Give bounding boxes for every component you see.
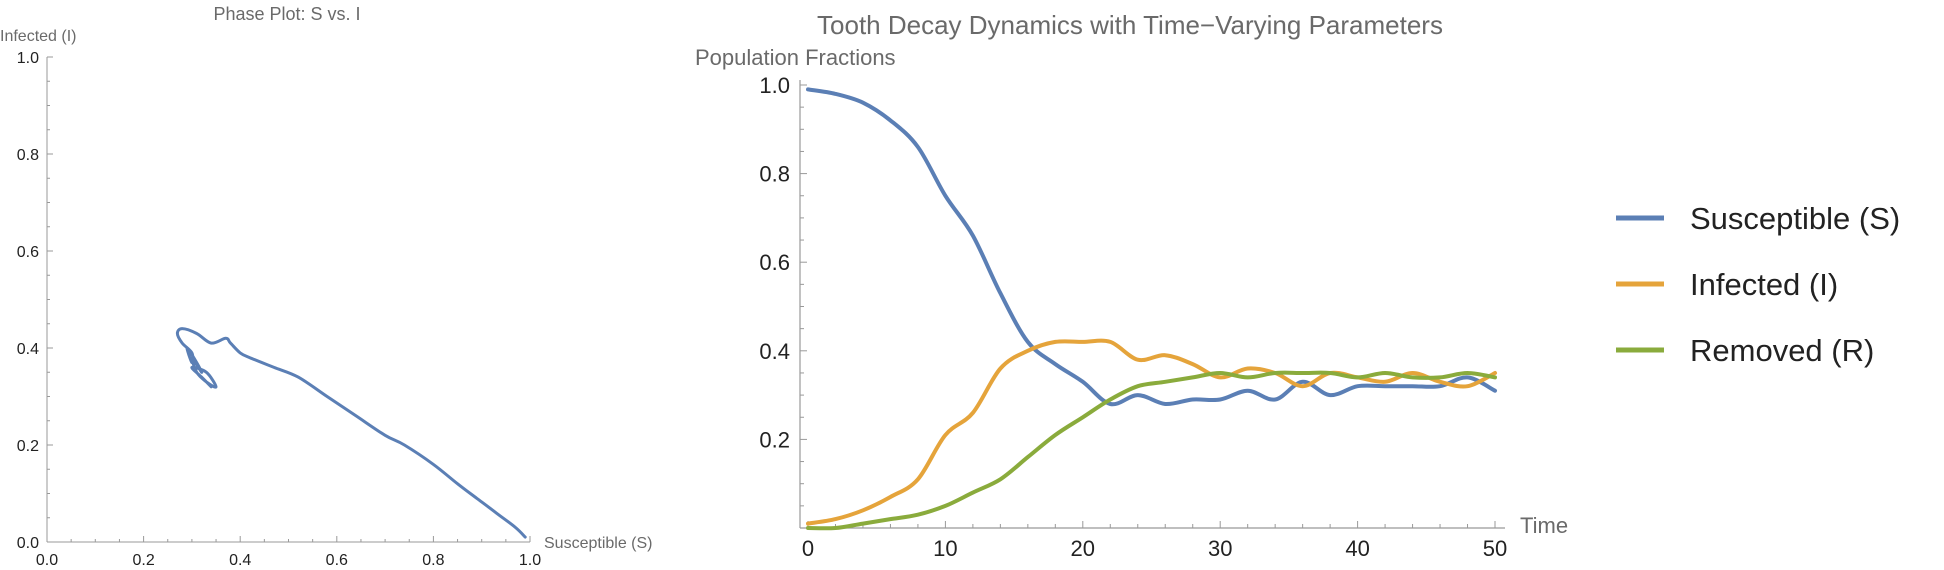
time-y-tick-label: 0.6 [759, 250, 790, 275]
phase-y-tick-label: 0.4 [17, 341, 39, 358]
time-x-tick-label: 40 [1345, 536, 1369, 561]
phase-y-tick-label: 0.8 [17, 147, 39, 164]
time-series-axes: 0 10 20 30 40 50 0.2 0.4 0.6 0.8 1.0 [759, 73, 1507, 561]
phase-x-tick-label: 0.4 [229, 552, 251, 569]
time-series-plot: Tooth Decay Dynamics with Time−Varying P… [695, 10, 1568, 561]
time-x-tick-label: 50 [1483, 536, 1507, 561]
phase-x-tick-label: 0.2 [132, 552, 154, 569]
time-x-tick-label: 20 [1071, 536, 1095, 561]
time-series-title: Tooth Decay Dynamics with Time−Varying P… [817, 10, 1443, 40]
phase-x-tick-label: 0.0 [36, 552, 58, 569]
time-x-tick-label: 0 [802, 536, 814, 561]
time-series-ylabel: Population Fractions [695, 45, 896, 70]
phase-y-tick-label: 0.0 [17, 535, 39, 552]
phase-plot-lines [175, 327, 527, 539]
time-y-tick-label: 0.8 [759, 162, 790, 187]
time-series-lines [806, 87, 1497, 531]
series-line-0 [806, 87, 1497, 407]
phase-y-tick-label: 0.6 [17, 244, 39, 261]
phase-plot-xlabel: Susceptible (S) [544, 535, 653, 552]
phase-y-tick-label: 1.0 [17, 50, 39, 67]
legend: Susceptible (S) Infected (I) Removed (R) [1616, 201, 1900, 368]
series-line-1 [806, 338, 1497, 526]
time-series-xlabel: Time [1520, 513, 1568, 538]
legend-label-1: Infected (I) [1690, 267, 1838, 302]
phase-plot: Phase Plot: S vs. I Infected (I) Suscept… [0, 4, 653, 569]
time-y-tick-label: 1.0 [759, 73, 790, 98]
phase-x-tick-label: 1.0 [519, 552, 541, 569]
phase-x-tick-label: 0.8 [422, 552, 444, 569]
legend-label-0: Susceptible (S) [1690, 201, 1900, 236]
phase-plot-title: Phase Plot: S vs. I [213, 4, 360, 24]
phase-y-tick-label: 0.2 [17, 438, 39, 455]
time-x-tick-label: 10 [933, 536, 957, 561]
time-y-tick-label: 0.4 [759, 339, 790, 364]
phase-trajectory-line [175, 327, 527, 539]
phase-x-tick-label: 0.6 [326, 552, 348, 569]
legend-label-2: Removed (R) [1690, 333, 1874, 368]
time-x-tick-label: 30 [1208, 536, 1232, 561]
phase-plot-axes: 0.0 0.2 0.4 0.6 0.8 1.0 0.0 0.2 0.4 0.6 0.8 1.0 [17, 50, 541, 569]
time-y-tick-label: 0.2 [759, 427, 790, 452]
phase-plot-ylabel: Infected (I) [0, 28, 76, 45]
series-line-2 [806, 370, 1497, 531]
